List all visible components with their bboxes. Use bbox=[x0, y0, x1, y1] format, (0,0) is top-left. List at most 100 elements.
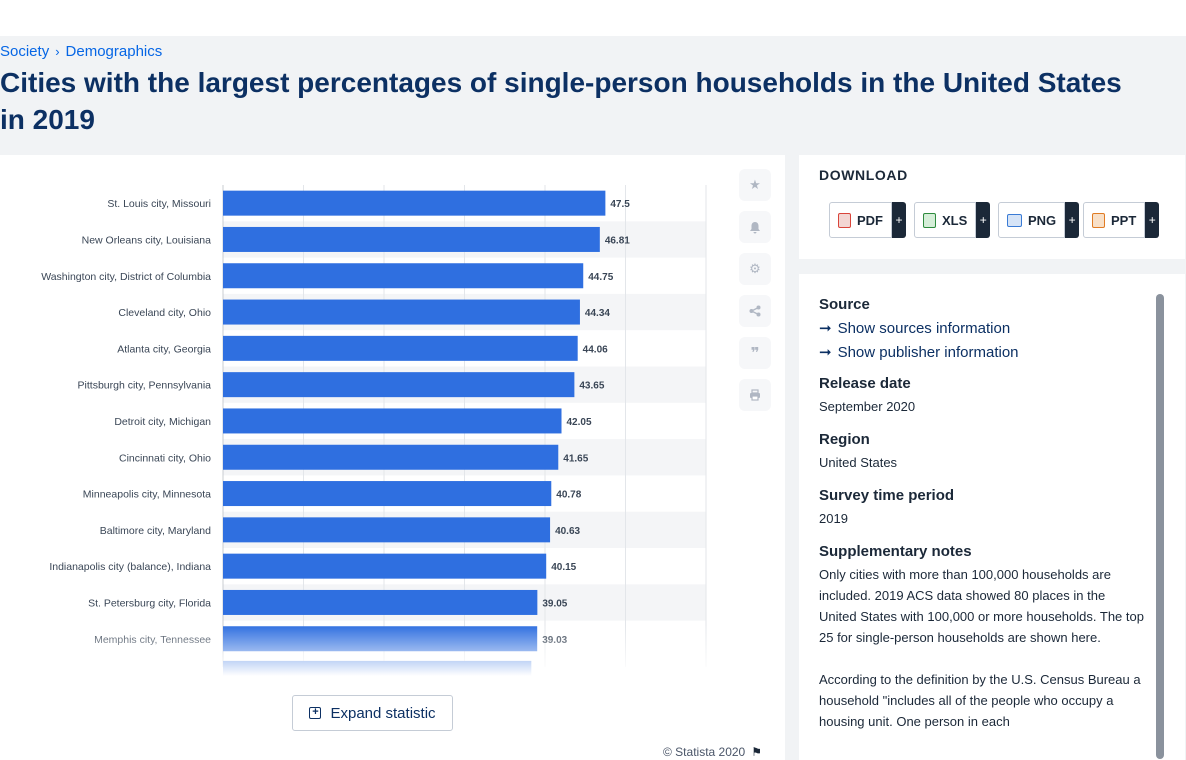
category-label: Pittsburgh city, Pennsylvania bbox=[78, 380, 212, 392]
data-label: 47.5 bbox=[610, 199, 630, 210]
category-label: St. Louis city, Missouri bbox=[107, 198, 211, 210]
category-label: Baltimore city, Maryland bbox=[100, 525, 211, 537]
arrow-right-icon: ➞ bbox=[819, 320, 832, 337]
breadcrumb-separator-icon: › bbox=[55, 44, 60, 59]
download-xls-label: XLS bbox=[942, 212, 968, 228]
release-date-value: September 2020 bbox=[819, 399, 916, 414]
release-date-heading: Release date bbox=[819, 375, 911, 392]
data-label: 44.06 bbox=[583, 344, 608, 355]
download-card: DOWNLOAD PDF + XLS + PNG + PPT + bbox=[799, 155, 1185, 259]
info-content: Source ➞ Show sources information ➞ Show… bbox=[819, 296, 1145, 746]
arrow-right-icon: ➞ bbox=[819, 344, 832, 361]
data-label: 46.81 bbox=[605, 235, 630, 246]
supplementary-notes-heading: Supplementary notes bbox=[819, 543, 972, 560]
region-heading: Region bbox=[819, 431, 870, 448]
bar bbox=[223, 299, 580, 325]
source-heading: Source bbox=[819, 296, 870, 313]
statistic-info-card: Source ➞ Show sources information ➞ Show… bbox=[799, 274, 1185, 760]
print-icon bbox=[750, 389, 760, 401]
download-ppt-button[interactable]: PPT + bbox=[1083, 202, 1160, 238]
bar bbox=[223, 190, 606, 216]
show-publisher-label: Show publisher information bbox=[837, 344, 1019, 361]
cite-button[interactable]: ❞ bbox=[739, 337, 771, 369]
chart-fade bbox=[0, 625, 785, 685]
bar bbox=[223, 263, 584, 289]
data-label: 40.15 bbox=[551, 562, 576, 573]
download-pdf-label-wrap: PDF bbox=[829, 202, 892, 238]
category-label: Washington city, District of Columbia bbox=[41, 271, 211, 283]
supplementary-notes-text: Only cities with more than 100,000 house… bbox=[819, 567, 1144, 645]
category-label: St. Petersburg city, Florida bbox=[88, 597, 211, 609]
survey-period-value: 2019 bbox=[819, 511, 848, 526]
download-xls-button[interactable]: XLS + bbox=[914, 202, 991, 238]
bar bbox=[223, 517, 551, 543]
bar bbox=[223, 481, 552, 507]
top-bar bbox=[0, 0, 1186, 36]
plus-icon[interactable]: + bbox=[1145, 202, 1160, 238]
download-pdf-label: PDF bbox=[857, 212, 883, 228]
share-button[interactable] bbox=[739, 295, 771, 327]
data-label: 39.05 bbox=[542, 598, 567, 609]
category-label: Cincinnati city, Ohio bbox=[119, 452, 211, 464]
ppt-file-icon bbox=[1092, 212, 1105, 228]
bar bbox=[223, 372, 575, 398]
show-sources-link[interactable]: ➞ Show sources information bbox=[819, 317, 1145, 341]
data-label: 42.05 bbox=[567, 417, 592, 428]
household-definition-text: According to the definition by the U.S. … bbox=[819, 672, 1141, 729]
page-title: Cities with the largest percentages of s… bbox=[0, 67, 1122, 135]
data-label: 44.75 bbox=[588, 272, 613, 283]
notification-button[interactable] bbox=[739, 211, 771, 243]
expand-label: Expand statistic bbox=[330, 704, 436, 722]
breadcrumb-society[interactable]: Society bbox=[0, 43, 50, 60]
quote-icon: ❞ bbox=[750, 345, 760, 362]
star-icon: ★ bbox=[749, 177, 761, 192]
survey-period-heading: Survey time period bbox=[819, 487, 955, 504]
data-label: 40.78 bbox=[556, 490, 581, 501]
breadcrumb: Society › Demographics bbox=[0, 43, 162, 60]
bar bbox=[223, 553, 547, 579]
breadcrumb-demographics[interactable]: Demographics bbox=[65, 43, 163, 60]
download-ppt-label-wrap: PPT bbox=[1083, 202, 1146, 238]
category-label: Indianapolis city (balance), Indiana bbox=[49, 561, 211, 573]
data-label: 40.63 bbox=[555, 526, 580, 537]
png-file-icon bbox=[1007, 213, 1022, 227]
download-png-label: PNG bbox=[1028, 212, 1057, 228]
download-ppt-label: PPT bbox=[1111, 212, 1137, 228]
info-scrollbar[interactable] bbox=[1156, 294, 1164, 759]
category-label: Atlanta city, Georgia bbox=[117, 343, 211, 355]
flag-icon[interactable]: ⚑ bbox=[751, 745, 762, 759]
bar-chart: St. Louis city, Missouri 47.5 New Orleans … bbox=[41, 185, 707, 685]
show-publisher-link[interactable]: ➞ Show publisher information bbox=[819, 341, 1145, 365]
expand-statistic-button[interactable]: + Expand statistic bbox=[292, 695, 453, 731]
print-button[interactable] bbox=[739, 379, 771, 411]
share-icon bbox=[749, 305, 761, 317]
copyright-text: © Statista 2020 bbox=[663, 745, 746, 759]
plus-icon[interactable]: + bbox=[1065, 202, 1080, 238]
bar bbox=[223, 589, 538, 615]
data-label: 43.65 bbox=[579, 381, 604, 392]
chart-card: St. Louis city, Missouri 47.5 New Orleans … bbox=[0, 155, 785, 760]
bar bbox=[223, 226, 600, 252]
data-label: 41.65 bbox=[563, 453, 588, 464]
plus-icon[interactable]: + bbox=[976, 202, 991, 238]
plus-icon[interactable]: + bbox=[892, 202, 906, 238]
bar bbox=[223, 335, 578, 361]
copyright: © Statista 2020 ⚑ bbox=[663, 745, 762, 759]
bar bbox=[223, 408, 562, 434]
bar bbox=[223, 444, 559, 470]
pdf-file-icon bbox=[838, 212, 851, 228]
category-label: Minneapolis city, Minnesota bbox=[83, 489, 211, 501]
show-sources-label: Show sources information bbox=[837, 320, 1011, 337]
gear-icon: ⚙ bbox=[749, 261, 761, 276]
category-label: Detroit city, Michigan bbox=[114, 416, 211, 428]
download-png-button[interactable]: PNG + bbox=[998, 202, 1080, 238]
expand-icon: + bbox=[309, 707, 322, 719]
download-title: DOWNLOAD bbox=[819, 167, 908, 183]
download-png-label-wrap: PNG bbox=[998, 202, 1066, 238]
category-label: New Orleans city, Louisiana bbox=[82, 234, 212, 246]
favorite-button[interactable]: ★ bbox=[739, 169, 771, 201]
region-value: United States bbox=[819, 455, 898, 470]
download-pdf-button[interactable]: PDF + bbox=[829, 202, 906, 238]
category-label: Cleveland city, Ohio bbox=[118, 307, 211, 319]
settings-button[interactable]: ⚙ bbox=[739, 253, 771, 285]
